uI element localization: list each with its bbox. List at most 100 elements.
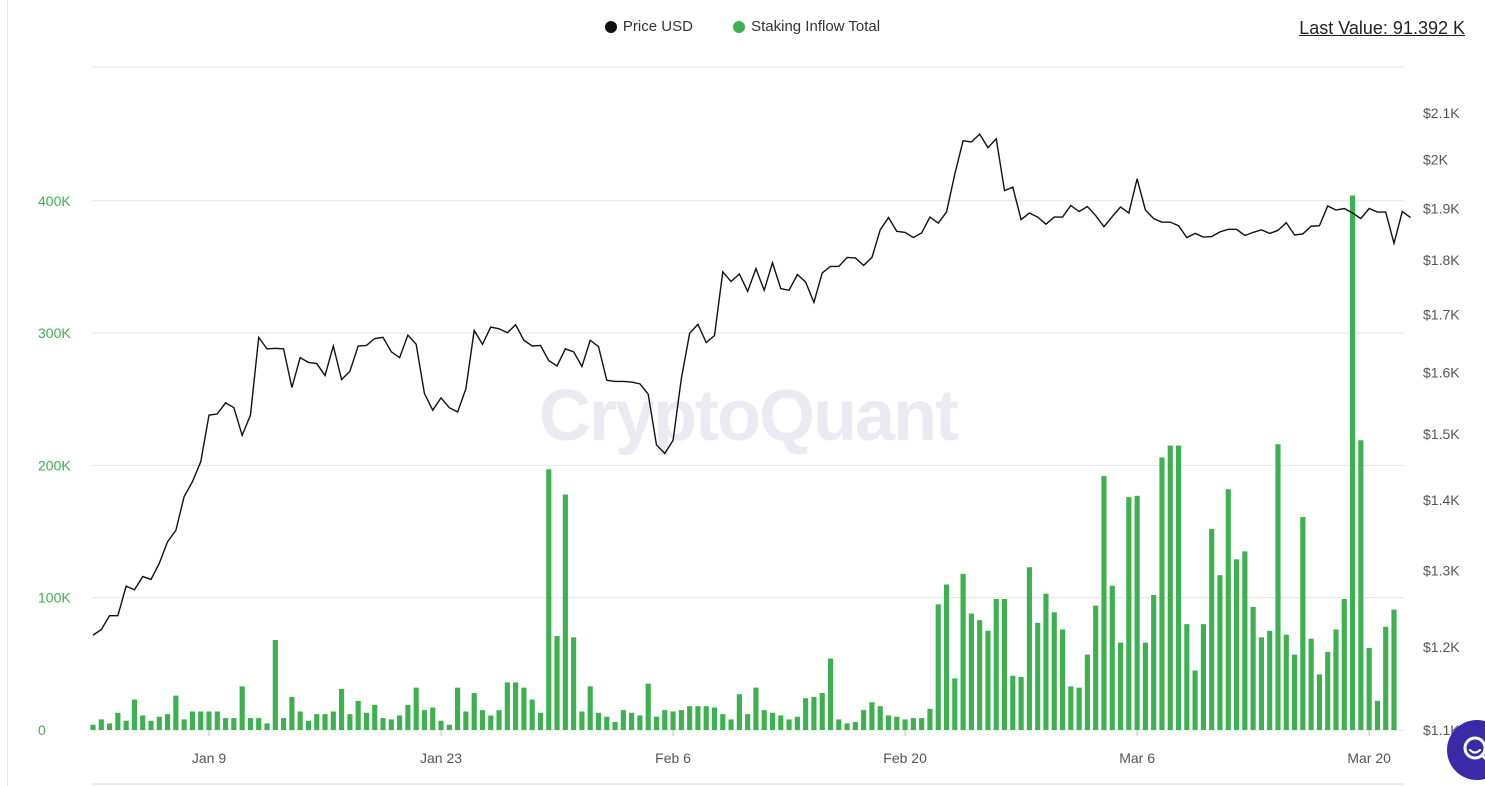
legend-item-price[interactable]: Price USD: [604, 18, 693, 35]
staking-bar: [1308, 638, 1314, 730]
y-right-tick-label: $1.9K: [1423, 200, 1460, 216]
x-tick-label: Mar 20: [1347, 750, 1391, 766]
staking-bar: [1134, 495, 1140, 730]
staking-bar: [745, 714, 751, 730]
legend-label-staking: Staking Inflow Total: [751, 18, 881, 35]
staking-bar: [653, 716, 660, 730]
staking-bar: [703, 706, 709, 730]
staking-bar: [811, 696, 817, 730]
staking-bar: [1117, 642, 1124, 730]
staking-bar: [753, 687, 759, 730]
y-right-tick-label: $2K: [1423, 152, 1449, 168]
staking-bar: [1275, 444, 1281, 730]
staking-bar: [1358, 440, 1364, 730]
staking-bar: [1167, 445, 1173, 730]
staking-bars: [90, 195, 1397, 731]
last-value-readout[interactable]: Last Value: 91.392 K: [1299, 18, 1465, 38]
staking-bar: [123, 720, 129, 730]
staking-bar: [1026, 567, 1032, 730]
panel-border: [7, 0, 8, 786]
staking-bar: [156, 716, 162, 730]
staking-bar: [571, 637, 577, 730]
staking-bar: [1233, 559, 1240, 730]
staking-bar: [786, 719, 792, 730]
staking-bar: [960, 573, 966, 730]
staking-bar: [877, 706, 883, 730]
staking-bar: [645, 683, 651, 730]
staking-bar: [769, 712, 776, 730]
staking-bar: [869, 702, 875, 730]
staking-bar: [372, 704, 378, 730]
staking-bar: [1175, 445, 1182, 730]
x-tick-label: Jan 9: [192, 750, 226, 766]
staking-bar: [1035, 622, 1041, 730]
staking-bar: [405, 704, 411, 730]
staking-bar: [620, 710, 626, 730]
staking-bar: [471, 692, 477, 730]
staking-bar: [181, 719, 187, 730]
staking-bar: [455, 687, 461, 730]
y-left-tick-label: 0: [38, 722, 46, 738]
staking-bar: [397, 715, 403, 730]
staking-bar: [1159, 457, 1165, 730]
staking-bar: [1209, 528, 1215, 730]
staking-bar: [562, 494, 568, 730]
staking-bar: [587, 686, 593, 730]
staking-bar: [728, 719, 734, 730]
staking-bar: [1242, 551, 1248, 730]
staking-bar: [844, 723, 850, 730]
staking-bar: [1258, 637, 1264, 730]
staking-bar: [927, 708, 933, 730]
staking-bar: [910, 718, 916, 730]
staking-bar: [214, 711, 220, 730]
staking-bar: [827, 658, 834, 730]
staking-bar: [687, 706, 693, 730]
staking-bar: [513, 682, 519, 730]
staking-bar: [1109, 585, 1115, 730]
staking-bar: [198, 711, 204, 730]
staking-bar: [1300, 517, 1306, 730]
staking-bar: [1068, 686, 1074, 730]
staking-bar: [115, 712, 121, 730]
chart-legend: Price USD Staking Inflow Total: [0, 18, 1485, 37]
staking-bar: [695, 706, 701, 730]
legend-label-price: Price USD: [622, 18, 693, 35]
staking-bar: [1093, 605, 1099, 730]
staking-bar: [272, 640, 278, 730]
staking-bar: [446, 724, 452, 730]
search-chat-icon: [1463, 736, 1485, 761]
staking-bar: [140, 715, 146, 730]
legend-dot-price: [604, 20, 617, 33]
staking-bar: [1283, 634, 1289, 730]
y-right-tick-label: $1.3K: [1423, 563, 1460, 579]
y-left-tick-label: 100K: [38, 590, 71, 606]
staking-bar: [189, 711, 196, 730]
staking-bar: [1316, 674, 1322, 730]
staking-bar: [662, 710, 668, 730]
staking-bar: [1059, 629, 1066, 730]
staking-bar: [794, 716, 800, 730]
staking-bar: [322, 714, 328, 730]
staking-bar: [363, 712, 370, 730]
staking-bar: [546, 469, 552, 730]
staking-bar: [1333, 629, 1339, 730]
staking-bar: [107, 723, 113, 730]
staking-bar: [1267, 630, 1273, 730]
staking-bar: [1084, 654, 1090, 730]
staking-bar: [421, 710, 428, 730]
staking-bar: [1250, 606, 1256, 730]
y-right-tick-label: $1.2K: [1423, 639, 1460, 655]
staking-bar: [977, 620, 983, 730]
staking-bar: [637, 715, 643, 730]
staking-bar: [919, 718, 925, 730]
y-right-tick-label: $1.6K: [1423, 364, 1460, 380]
staking-bar: [463, 711, 469, 730]
staking-bar: [579, 711, 585, 730]
staking-bar: [604, 716, 610, 730]
watermark: CryptoQuant: [539, 376, 959, 456]
x-tick-label: Mar 6: [1119, 750, 1155, 766]
staking-bar: [736, 694, 742, 730]
y-right-tick-label: $1.4K: [1423, 492, 1460, 508]
legend-item-staking[interactable]: Staking Inflow Total: [733, 18, 880, 35]
